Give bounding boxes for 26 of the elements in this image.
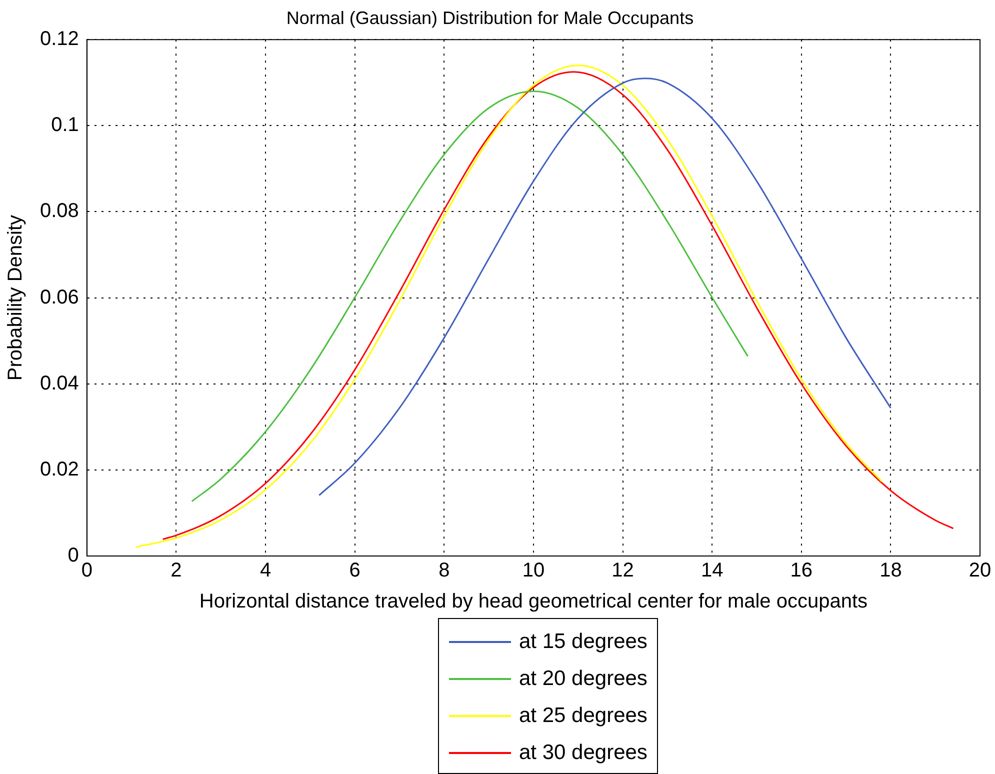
line-series bbox=[191, 90, 749, 502]
y-tick-label: 0.1 bbox=[51, 114, 79, 136]
y-tick-label: 0.04 bbox=[40, 372, 79, 394]
x-tick-label: 18 bbox=[880, 560, 902, 582]
x-tick-label: 6 bbox=[349, 560, 360, 582]
x-tick-label: 4 bbox=[260, 560, 272, 582]
y-tick-label: 0.06 bbox=[40, 286, 79, 308]
legend-label: at 15 degrees bbox=[519, 630, 648, 654]
legend-label: at 20 degrees bbox=[519, 666, 648, 690]
chart-title: Normal (Gaussian) Distribution for Male Occupants bbox=[286, 8, 694, 28]
y-tick-label: 0 bbox=[68, 544, 79, 567]
x-tick-label: 16 bbox=[790, 560, 813, 582]
y-tick-label: 0.02 bbox=[40, 458, 79, 480]
x-tick-label: 12 bbox=[612, 560, 634, 582]
x-tick-label: 14 bbox=[700, 560, 724, 582]
x-axis-title: Horizontal distance traveled by head geometrical center for male occupants bbox=[199, 590, 868, 613]
y-tick-label: 0.12 bbox=[40, 28, 79, 50]
y-axis-title: Probability Density bbox=[4, 214, 27, 381]
y-tick-label: 0.08 bbox=[40, 200, 79, 222]
x-tick-label: 10 bbox=[522, 560, 545, 582]
x-tick-label: 2 bbox=[170, 560, 182, 582]
legend-label: at 25 degrees bbox=[519, 704, 648, 728]
legend-label: at 30 degrees bbox=[519, 740, 648, 764]
x-tick-label: 8 bbox=[438, 560, 450, 582]
line-series bbox=[318, 78, 892, 496]
x-tick-label: 20 bbox=[968, 560, 992, 582]
